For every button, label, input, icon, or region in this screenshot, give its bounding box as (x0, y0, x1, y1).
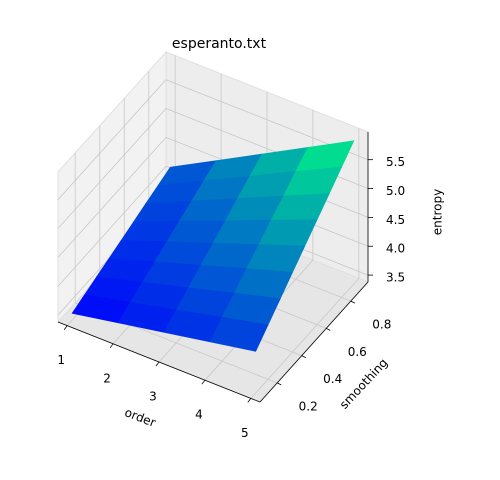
y-tick-label: 0.8 (372, 318, 391, 332)
z-tick-label: 4.5 (386, 213, 405, 227)
y-tick-label: 0.4 (323, 372, 342, 386)
x-tick-label: 2 (103, 371, 111, 385)
z-tick-label: 5.0 (386, 184, 405, 198)
y-axis-label: smoothing (337, 356, 391, 412)
tick-mark (201, 379, 206, 385)
tick-mark (155, 361, 160, 367)
y-tick-label: 0.6 (348, 345, 367, 359)
tick-mark (301, 355, 306, 358)
chart-title: esperanto.txt (172, 36, 267, 52)
tick-mark (350, 300, 355, 304)
grid-line (250, 278, 360, 399)
x-axis-label: order (123, 405, 158, 430)
x-tick-label: 3 (149, 390, 157, 404)
tick-mark (63, 325, 68, 330)
grid-line (57, 165, 167, 287)
z-tick-label: 4.0 (386, 242, 405, 256)
z-tick-label: 3.5 (386, 271, 405, 285)
surface-face (209, 316, 269, 352)
x-tick-label: 1 (57, 353, 65, 367)
grid-line (57, 79, 167, 200)
tick-mark (247, 398, 252, 403)
z-axis-label: entropy (431, 189, 445, 235)
y-tick-label: 0.2 (299, 399, 318, 413)
x-tick-label: 5 (241, 426, 249, 440)
y-axis (259, 281, 369, 403)
grid-line (57, 137, 167, 258)
z-tick-label: 5.5 (386, 155, 405, 169)
tick-mark (277, 382, 282, 386)
x-tick-label: 4 (195, 408, 203, 422)
grid-line (57, 108, 167, 229)
tick-mark (326, 328, 331, 331)
tick-mark (109, 343, 114, 349)
x-axis (57, 321, 261, 403)
